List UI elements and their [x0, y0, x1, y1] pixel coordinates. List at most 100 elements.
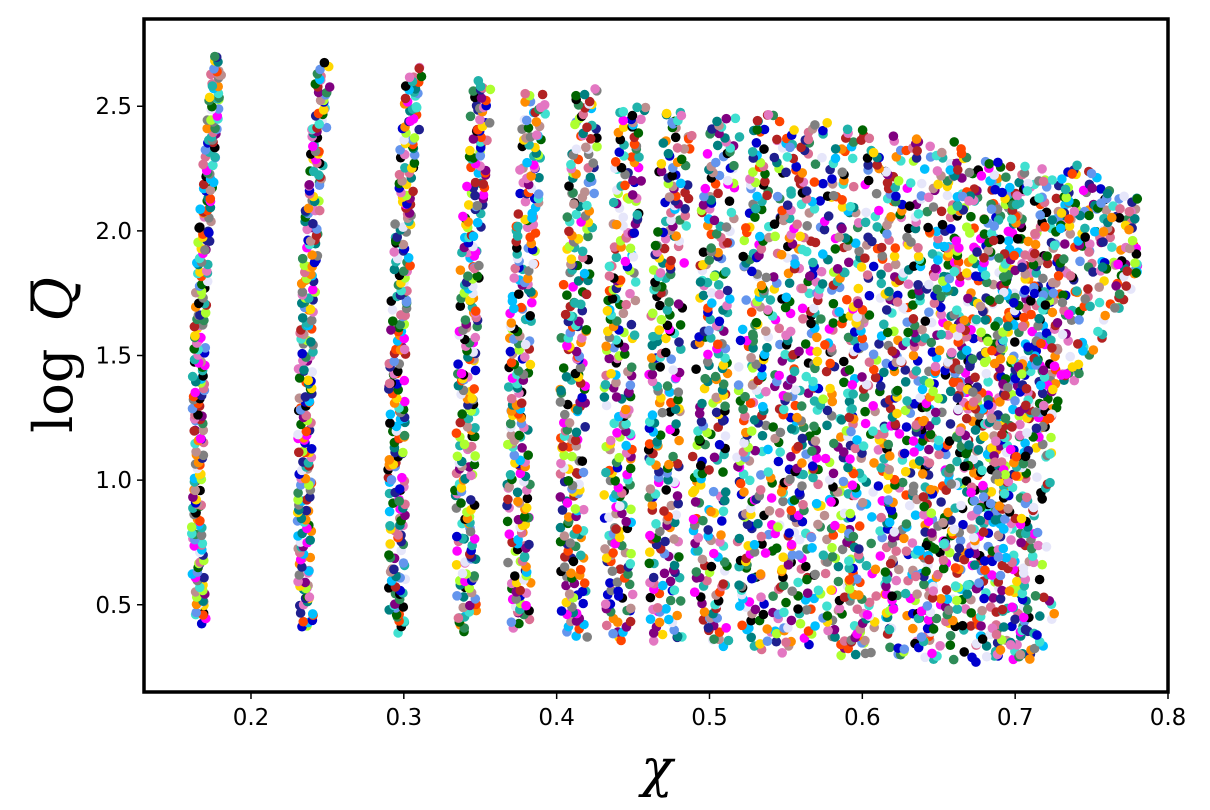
scatter-point: [1003, 226, 1014, 237]
scatter-point: [210, 51, 220, 62]
scatter-point: [936, 329, 947, 340]
scatter-point: [795, 231, 805, 242]
scatter-point: [468, 231, 479, 242]
scatter-point: [648, 572, 659, 583]
scatter-point: [305, 492, 315, 502]
scatter-point: [706, 243, 716, 253]
scatter-point: [778, 580, 789, 591]
scatter-point: [599, 490, 609, 500]
scatter-point: [973, 445, 984, 455]
scatter-point: [1048, 288, 1059, 298]
scatter-point: [1045, 477, 1055, 488]
scatter-point: [900, 588, 911, 599]
scatter-point: [1016, 537, 1026, 548]
scatter-point: [1121, 281, 1131, 291]
scatter-point: [848, 389, 858, 399]
scatter-point: [1010, 614, 1020, 625]
scatter-point: [762, 636, 773, 646]
scatter-point: [1107, 242, 1117, 252]
scatter-point: [922, 601, 933, 611]
scatter-point: [918, 416, 928, 427]
scatter-point: [842, 124, 853, 135]
scatter-point: [838, 476, 849, 487]
scatter-point: [809, 177, 820, 187]
scatter-point: [1067, 362, 1078, 372]
x-tick-label: 0.6: [844, 705, 881, 731]
scatter-point: [651, 519, 661, 529]
scatter-point: [915, 546, 925, 556]
scatter-point: [892, 297, 903, 307]
scatter-point: [516, 398, 527, 409]
scatter-point: [928, 586, 939, 596]
scatter-point: [1015, 649, 1026, 660]
scatter-point: [773, 522, 783, 532]
scatter-point: [1075, 256, 1085, 267]
scatter-point: [520, 88, 530, 99]
scatter-point: [833, 561, 844, 572]
scatter-point: [1007, 602, 1017, 612]
scatter-point: [453, 359, 463, 370]
scatter-point: [601, 620, 612, 631]
scatter-point: [974, 578, 984, 588]
scatter-point: [999, 524, 1009, 534]
scatter-point: [712, 140, 723, 151]
scatter-point: [452, 531, 462, 542]
scatter-point: [979, 357, 990, 368]
scatter-point: [928, 624, 939, 634]
scatter-point: [1115, 204, 1125, 214]
scatter-point: [734, 580, 744, 590]
scatter-point: [828, 318, 839, 328]
scatter-point: [919, 501, 929, 512]
scatter-point: [193, 410, 203, 420]
scatter-point: [830, 153, 841, 164]
scatter-point: [912, 146, 922, 156]
scatter-point: [823, 625, 833, 636]
scatter-point: [564, 418, 575, 428]
scatter-point: [900, 466, 911, 477]
scatter-point: [1122, 266, 1132, 277]
scatter-point: [503, 557, 513, 568]
scatter-point: [844, 365, 855, 375]
scatter-point: [398, 558, 409, 568]
scatter-point: [625, 559, 636, 569]
scatter-point: [195, 516, 205, 526]
scatter-point: [391, 610, 402, 620]
scatter-point: [848, 181, 859, 192]
scatter-point: [1048, 384, 1058, 395]
scatter-point: [930, 361, 941, 372]
scatter-point: [987, 345, 997, 356]
scatter-point: [978, 527, 989, 537]
scatter-point: [1046, 432, 1056, 443]
scatter-point: [661, 604, 671, 614]
scatter-point: [1060, 184, 1071, 195]
scatter-point: [726, 207, 737, 218]
scatter-point: [764, 506, 775, 516]
scatter-point: [1006, 354, 1017, 365]
scatter-point: [664, 297, 674, 307]
scatter-point: [739, 487, 749, 497]
scatter-point: [1083, 284, 1093, 294]
scatter-point: [961, 345, 972, 356]
scatter-point: [844, 584, 855, 594]
scatter-point: [712, 116, 722, 127]
scatter-point: [919, 164, 930, 174]
scatter-point: [663, 148, 674, 159]
scatter-point: [997, 604, 1008, 615]
scatter-point: [952, 604, 963, 614]
scatter-point: [786, 505, 797, 516]
scatter-point: [1007, 214, 1017, 224]
scatter-point: [950, 563, 961, 573]
scatter-point: [953, 165, 963, 175]
scatter-point: [1051, 193, 1062, 204]
scatter-point: [854, 521, 865, 531]
scatter-point: [1000, 413, 1011, 424]
scatter-point: [506, 318, 517, 328]
scatter-point: [875, 551, 886, 561]
scatter-point: [939, 241, 950, 252]
scatter-point: [527, 297, 537, 308]
scatter-point: [451, 560, 462, 570]
scatter-point: [908, 623, 918, 634]
scatter-point: [945, 640, 956, 650]
scatter-point: [555, 492, 566, 502]
scatter-point: [779, 404, 789, 415]
